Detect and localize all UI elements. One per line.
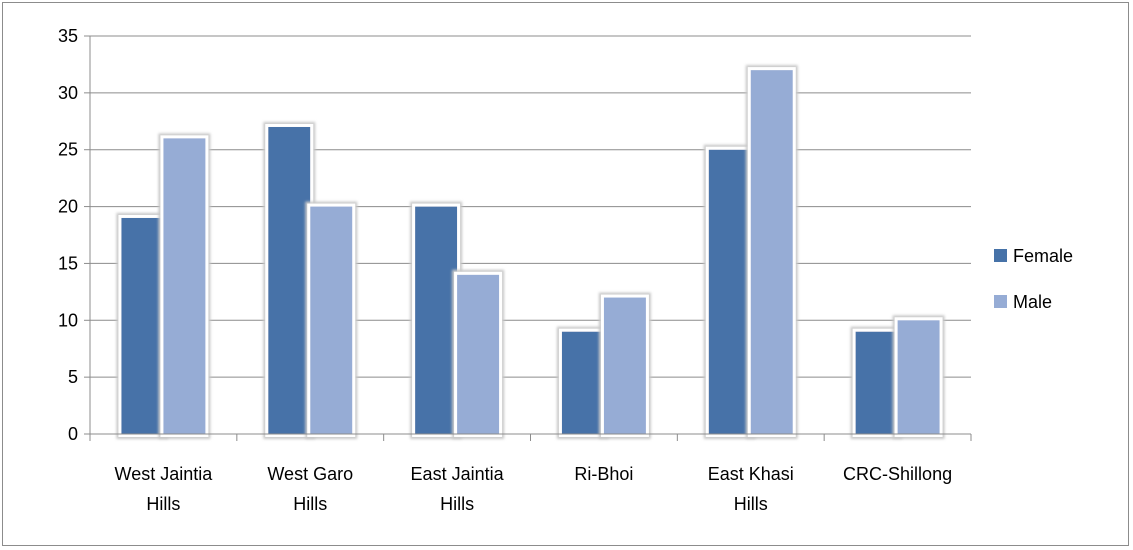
y-tick-label: 35 (58, 26, 78, 46)
legend: Female Male (994, 246, 1073, 312)
x-tick-label-line: West Garo (267, 464, 353, 484)
bar-male-1 (310, 206, 353, 434)
y-tick-label: 10 (58, 310, 78, 330)
bar-female-2 (415, 206, 458, 434)
legend-label-female: Female (1013, 246, 1073, 266)
y-tick-label: 25 (58, 140, 78, 160)
x-tick-label: CRC-Shillong (843, 464, 952, 484)
bar-female-1 (268, 126, 311, 434)
legend-label-male: Male (1013, 292, 1052, 312)
legend-swatch-male (994, 295, 1007, 308)
x-tick-label-line: Hills (734, 494, 768, 514)
bar-female-3 (561, 331, 604, 434)
x-tick-label-line: Hills (293, 494, 327, 514)
x-tick-label-line: Hills (440, 494, 474, 514)
x-tick-label: West Garo Hills (267, 464, 353, 514)
bar-female-5 (855, 331, 898, 434)
y-tick-label: 30 (58, 83, 78, 103)
bar-female-0 (121, 217, 164, 434)
bar-male-3 (603, 297, 646, 434)
bar-male-0 (163, 138, 206, 435)
bar-female-4 (708, 149, 751, 434)
bars (121, 70, 940, 435)
x-tick-label-line: Hills (146, 494, 180, 514)
y-axis: 0 5 10 15 20 25 30 35 (58, 26, 91, 444)
legend-swatch-female (994, 249, 1007, 262)
x-tick-label-line: East Khasi (708, 464, 794, 484)
x-tick-label: East Khasi Hills (708, 464, 794, 514)
y-tick-label: 5 (68, 367, 78, 387)
y-tick-label: 15 (58, 253, 78, 273)
x-tick-label-line: West Jaintia (115, 464, 214, 484)
y-tick-label: 20 (58, 197, 78, 217)
x-tick-label: West Jaintia Hills (115, 464, 214, 514)
x-tick-label: Ri-Bhoi (574, 464, 633, 484)
bar-male-5 (897, 320, 940, 434)
x-tick-label-line: Ri-Bhoi (574, 464, 633, 484)
x-tick-label-line: East Jaintia (411, 464, 505, 484)
x-tick-label-line: CRC-Shillong (843, 464, 952, 484)
gridlines (90, 35, 971, 378)
y-tick-label: 0 (68, 424, 78, 444)
bar-male-4 (750, 70, 793, 434)
x-tick-label: East Jaintia Hills (411, 464, 505, 514)
bar-male-2 (457, 274, 500, 434)
